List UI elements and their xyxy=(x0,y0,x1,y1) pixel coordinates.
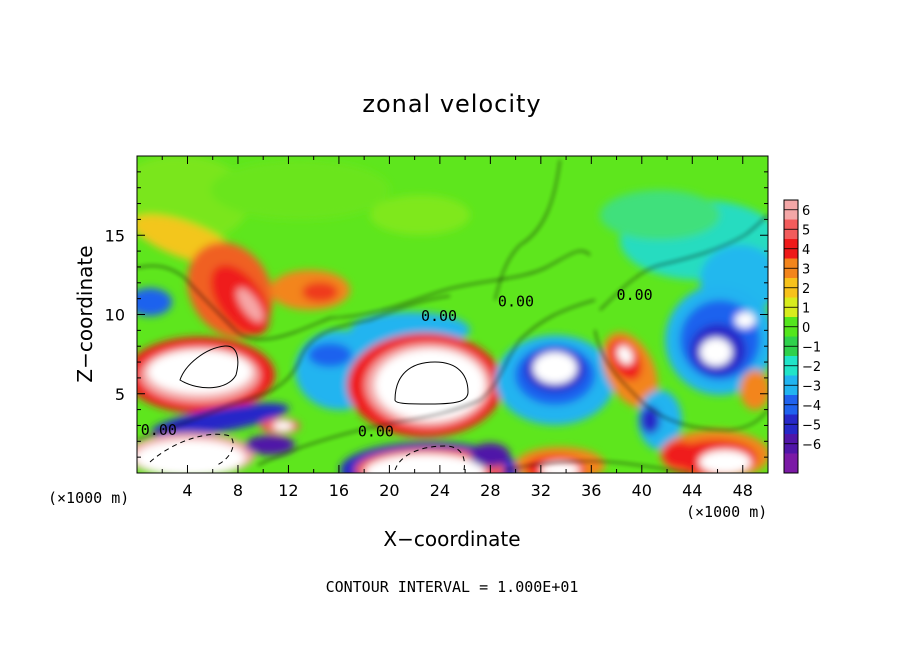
x-tick-label: 12 xyxy=(278,481,298,500)
x-tick-label: 40 xyxy=(632,481,652,500)
colorbar-label: −3 xyxy=(802,379,821,394)
heatmap-field: 0.00 0.00 0.00 0.00 0.00 xyxy=(137,156,768,473)
colorbar-label: 1 xyxy=(802,301,810,316)
y-tick-label: 15 xyxy=(105,226,125,245)
chart-title: zonal velocity xyxy=(362,90,541,118)
colorbar-label: 6 xyxy=(802,204,810,219)
colorbar-label: 4 xyxy=(802,243,810,258)
contour-interval-note: CONTOUR INTERVAL = 1.000E+01 xyxy=(326,578,579,596)
contour-lines xyxy=(137,159,768,473)
x-axis: 4 8 12 16 20 24 28 32 36 40 44 48 xyxy=(161,156,753,500)
y-axis-label: Z−coordinate xyxy=(73,245,97,382)
positive-contours xyxy=(179,345,469,405)
colorbar-segment xyxy=(784,453,798,474)
x-tick-label: 4 xyxy=(182,481,192,500)
contour-label: 0.00 xyxy=(358,423,394,441)
y-tick-label: 10 xyxy=(105,306,125,325)
x-tick-label: 48 xyxy=(733,481,753,500)
colorbar-label: 3 xyxy=(802,262,810,277)
x-axis-label: X−coordinate xyxy=(383,527,520,551)
x-tick-label: 24 xyxy=(430,481,450,500)
contour-label: 0.00 xyxy=(141,421,177,439)
x-unit-left: (×1000 m) xyxy=(48,489,129,507)
contour-label: 0.00 xyxy=(498,293,534,311)
x-tick-label: 28 xyxy=(480,481,500,500)
contour-label: 0.00 xyxy=(421,307,457,325)
x-tick-label: 8 xyxy=(233,481,243,500)
colorbar-label: −2 xyxy=(802,360,821,375)
colorbar-label: −1 xyxy=(802,340,821,355)
colorbar: 6 5 4 3 2 1 0 −1 −2 −3 −4 −5 −6 xyxy=(783,199,821,474)
x-tick-label: 20 xyxy=(379,481,399,500)
y-axis: 5 10 15 xyxy=(105,171,768,458)
y-tick-label: 5 xyxy=(115,385,125,404)
contour-label: 0.00 xyxy=(617,286,653,304)
x-tick-label: 36 xyxy=(581,481,601,500)
x-tick-label: 32 xyxy=(531,481,551,500)
colorbar-label: −4 xyxy=(802,399,821,414)
colorbar-label: −6 xyxy=(802,438,821,453)
negative-contours xyxy=(149,433,465,471)
colorbar-label: 0 xyxy=(802,321,810,336)
colorbar-label: 2 xyxy=(802,282,810,297)
colorbar-frame xyxy=(783,199,799,474)
colorbar-label: −5 xyxy=(802,418,821,433)
x-tick-label: 44 xyxy=(682,481,702,500)
x-unit-right: (×1000 m) xyxy=(686,503,767,521)
colorbar-label: 5 xyxy=(802,223,810,238)
x-tick-label: 16 xyxy=(329,481,349,500)
